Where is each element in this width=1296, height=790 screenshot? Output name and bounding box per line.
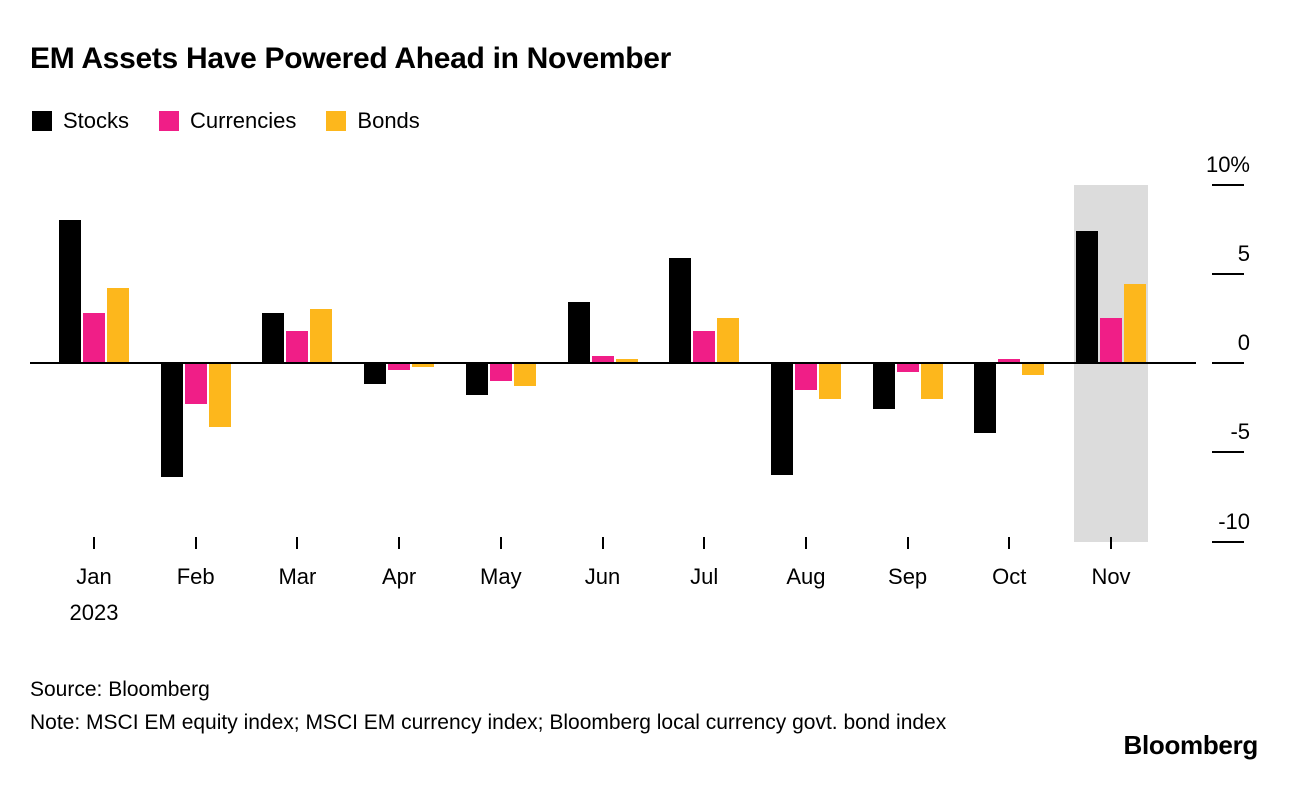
bar-currencies-jun — [591, 355, 614, 363]
bar-stocks-may — [465, 363, 488, 396]
y-tick-dash — [1212, 451, 1244, 454]
bar-stocks-aug — [770, 363, 793, 476]
y-tick-dash — [1212, 540, 1244, 543]
x-tick-mark — [194, 537, 197, 549]
x-tick-label-nov: Nov — [1091, 564, 1131, 589]
y-tick-label: 0 — [1237, 330, 1250, 355]
bar-stocks-jul — [669, 257, 692, 363]
bloomberg-logo: Bloomberg — [1123, 730, 1258, 760]
bar-stocks-nov — [1076, 230, 1098, 363]
legend-item-stocks: Stocks — [32, 108, 129, 134]
bar-currencies-may — [489, 363, 512, 381]
bar-stocks-apr — [364, 363, 387, 385]
zero-axis-line — [30, 362, 1196, 364]
chart-title: EM Assets Have Powered Ahead in November — [30, 42, 671, 75]
bar-currencies-oct — [998, 359, 1021, 363]
y-tick-dash — [1212, 183, 1244, 186]
bar-bonds-jan — [107, 288, 129, 363]
x-tick-label-jul: Jul — [690, 564, 719, 589]
legend: Stocks Currencies Bonds — [32, 108, 420, 134]
x-tick-label-mar: Mar — [278, 564, 317, 589]
bar-bonds-jul — [717, 318, 740, 363]
y-tick-label: 5 — [1237, 240, 1250, 266]
legend-swatch-bonds-icon — [326, 111, 347, 131]
legend-label-stocks: Stocks — [63, 108, 130, 133]
bar-currencies-aug — [794, 363, 817, 390]
bar-currencies-jan — [83, 313, 105, 363]
x-tick-label-apr: Apr — [381, 564, 417, 589]
bar-bonds-feb — [208, 363, 231, 428]
y-tick-label: -10 — [1218, 508, 1250, 534]
y-tick-label: 10% — [1205, 151, 1250, 177]
x-tick-label-jun: Jun — [584, 564, 621, 589]
legend-label-bonds: Bonds — [357, 108, 420, 133]
bar-bonds-apr — [412, 363, 435, 367]
x-tick-mark — [906, 537, 909, 549]
legend-item-bonds: Bonds — [326, 108, 420, 134]
x-tick-mark — [499, 537, 502, 549]
x-tick-mark — [1008, 537, 1011, 549]
x-tick-label-aug: Aug — [786, 564, 826, 589]
legend-label-currencies: Currencies — [190, 108, 297, 133]
bar-bonds-nov — [1124, 284, 1146, 363]
x-tick-sub-label: 2023 — [69, 600, 119, 625]
x-tick-mark — [398, 537, 401, 549]
legend-swatch-stocks-icon — [32, 111, 52, 131]
y-tick-label: -5 — [1230, 419, 1250, 445]
x-tick-mark — [601, 537, 604, 549]
x-tick-mark — [703, 537, 706, 549]
bar-bonds-aug — [818, 363, 841, 399]
bar-currencies-feb — [184, 363, 207, 405]
bar-stocks-mar — [262, 313, 285, 363]
bar-currencies-jul — [693, 330, 716, 363]
bar-bonds-jun — [615, 359, 638, 363]
x-tick-mark — [804, 537, 807, 549]
bar-currencies-sep — [896, 363, 919, 372]
bar-stocks-jan — [59, 220, 81, 363]
bar-stocks-feb — [160, 363, 183, 478]
y-tick-dash — [1212, 362, 1244, 364]
y-tick-dash — [1212, 272, 1244, 275]
bar-currencies-nov — [1100, 318, 1122, 363]
x-tick-label-jan: Jan — [76, 564, 112, 589]
legend-item-currencies: Currencies — [159, 108, 296, 134]
x-tick-label-may: May — [480, 564, 522, 589]
x-tick-mark — [93, 537, 95, 549]
note-text: Note: MSCI EM equity index; MSCI EM curr… — [30, 711, 947, 734]
bar-bonds-mar — [310, 309, 333, 363]
x-tick-label-feb: Feb — [176, 564, 215, 589]
bar-bonds-oct — [1022, 363, 1045, 376]
bar-bonds-may — [513, 363, 536, 387]
bar-stocks-jun — [567, 302, 590, 363]
x-tick-mark — [296, 537, 299, 549]
x-tick-label-sep: Sep — [888, 564, 928, 589]
bar-currencies-apr — [388, 363, 411, 371]
bar-stocks-oct — [974, 363, 997, 433]
bar-currencies-mar — [286, 330, 309, 363]
x-tick-label-oct: Oct — [992, 564, 1027, 589]
x-tick-mark — [1110, 537, 1112, 549]
source-text: Source: Bloomberg — [30, 678, 210, 701]
bar-bonds-sep — [920, 363, 943, 399]
bar-stocks-sep — [872, 363, 895, 410]
legend-swatch-currencies-icon — [159, 111, 180, 131]
